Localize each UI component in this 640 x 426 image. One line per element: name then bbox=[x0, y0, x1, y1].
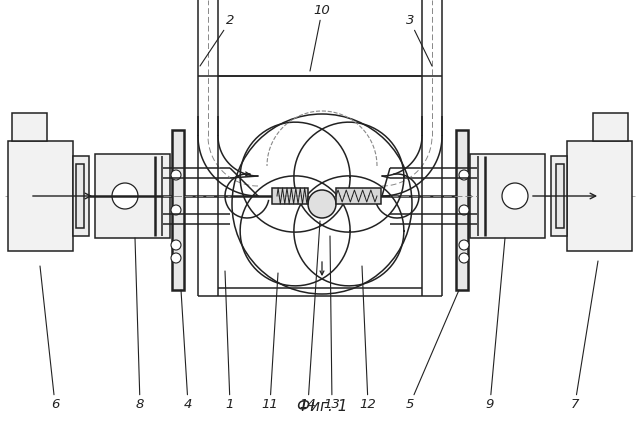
Circle shape bbox=[502, 183, 528, 209]
Circle shape bbox=[459, 240, 469, 250]
Bar bbox=[172, 130, 184, 290]
Circle shape bbox=[459, 205, 469, 215]
Text: 2: 2 bbox=[200, 14, 234, 66]
Bar bbox=[470, 154, 545, 238]
Text: 11: 11 bbox=[262, 273, 278, 411]
Bar bbox=[336, 188, 381, 204]
Bar bbox=[12, 113, 47, 141]
Bar bbox=[76, 164, 84, 228]
Circle shape bbox=[459, 170, 469, 180]
Circle shape bbox=[171, 253, 181, 263]
Text: 4: 4 bbox=[181, 290, 192, 411]
Bar bbox=[95, 154, 170, 238]
Circle shape bbox=[112, 183, 138, 209]
Circle shape bbox=[171, 170, 181, 180]
Text: 9: 9 bbox=[486, 238, 505, 411]
Text: 13: 13 bbox=[324, 236, 340, 411]
Bar bbox=[73, 156, 89, 236]
Bar bbox=[593, 113, 628, 141]
Circle shape bbox=[308, 190, 336, 218]
Circle shape bbox=[171, 240, 181, 250]
Text: 3: 3 bbox=[406, 14, 432, 66]
Bar bbox=[567, 141, 632, 251]
Bar bbox=[556, 164, 564, 228]
Text: Фиг. 1: Фиг. 1 bbox=[297, 399, 348, 414]
Circle shape bbox=[171, 205, 181, 215]
Text: 1: 1 bbox=[225, 271, 234, 411]
Bar bbox=[551, 156, 567, 236]
Bar bbox=[456, 130, 468, 290]
Bar bbox=[8, 141, 73, 251]
Text: 8: 8 bbox=[135, 238, 144, 411]
Bar bbox=[272, 188, 308, 204]
Text: 5: 5 bbox=[406, 290, 459, 411]
Text: 14: 14 bbox=[300, 221, 320, 411]
Text: 12: 12 bbox=[360, 266, 376, 411]
Circle shape bbox=[459, 253, 469, 263]
Text: 6: 6 bbox=[40, 266, 59, 411]
Text: 7: 7 bbox=[571, 261, 598, 411]
Text: 10: 10 bbox=[310, 5, 330, 71]
